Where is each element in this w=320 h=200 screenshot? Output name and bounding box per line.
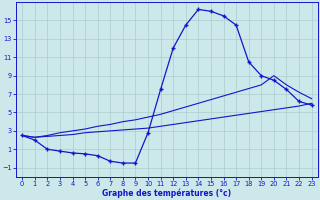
X-axis label: Graphe des températures (°c): Graphe des températures (°c)	[102, 188, 231, 198]
